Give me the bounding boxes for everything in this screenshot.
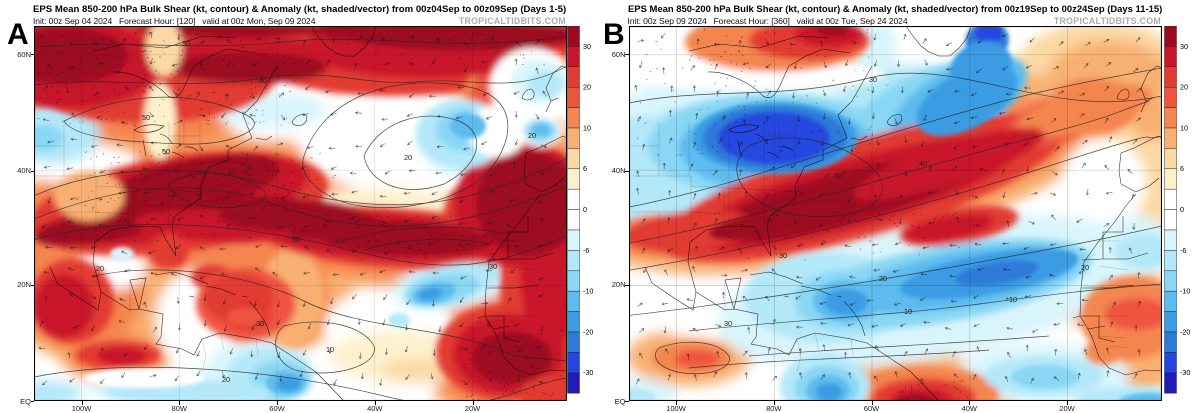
svg-text:10: 10: [904, 307, 912, 316]
svg-text:20: 20: [834, 171, 842, 180]
svg-text:30: 30: [583, 42, 591, 51]
svg-text:40: 40: [259, 76, 267, 85]
svg-text:-10: -10: [583, 287, 593, 296]
svg-text:10: 10: [1009, 295, 1017, 304]
svg-text:-20: -20: [1180, 327, 1190, 336]
svg-text:20: 20: [879, 274, 887, 283]
svg-text:20: 20: [1081, 263, 1089, 272]
svg-text:-6: -6: [1180, 246, 1186, 255]
svg-text:0: 0: [583, 205, 587, 214]
svg-text:20: 20: [583, 83, 591, 92]
svg-text:50: 50: [142, 113, 150, 122]
svg-text:6: 6: [1180, 164, 1184, 173]
svg-text:10: 10: [1180, 123, 1188, 132]
svg-text:50: 50: [292, 235, 300, 244]
svg-text:20: 20: [1180, 83, 1188, 92]
svg-text:20: 20: [222, 375, 230, 384]
svg-text:6: 6: [583, 164, 587, 173]
svg-text:20: 20: [96, 264, 104, 273]
svg-text:-30: -30: [583, 368, 593, 377]
svg-text:0: 0: [1180, 205, 1184, 214]
svg-text:30: 30: [779, 251, 787, 260]
svg-text:-30: -30: [1180, 368, 1190, 377]
svg-text:20: 20: [528, 131, 536, 140]
svg-text:30: 30: [869, 75, 877, 84]
svg-text:10: 10: [583, 123, 591, 132]
svg-text:-6: -6: [583, 246, 589, 255]
svg-text:-20: -20: [583, 327, 593, 336]
svg-text:30: 30: [1180, 42, 1188, 51]
svg-text:30: 30: [724, 319, 732, 328]
svg-text:-10: -10: [1180, 287, 1190, 296]
svg-text:20: 20: [404, 153, 412, 162]
svg-text:40: 40: [919, 159, 927, 168]
svg-text:30: 30: [256, 319, 264, 328]
svg-text:30: 30: [489, 262, 497, 271]
svg-text:50: 50: [162, 147, 170, 156]
svg-text:30: 30: [182, 39, 190, 48]
